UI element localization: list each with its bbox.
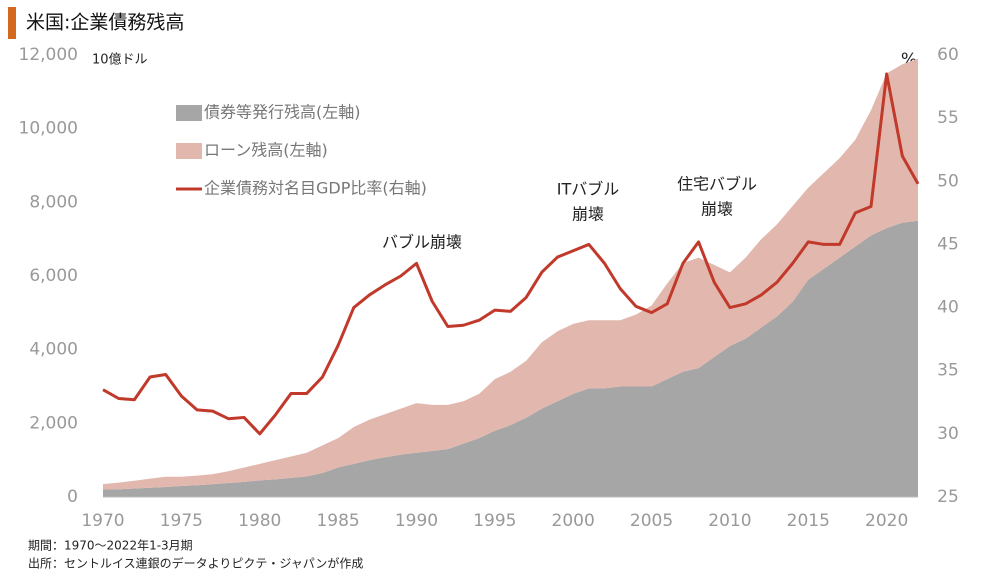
y2-tick-label: 25 [937,487,959,507]
y-tick-label: 12,000 [19,45,78,65]
y2-tick-label: 45 [937,234,959,254]
x-tick-label: 2005 [630,511,673,531]
y2-tick-label: 40 [937,298,959,318]
footnote: 期間：1970～2022年1-3月期 [28,539,193,553]
area [103,220,918,497]
y2-tick-label: 60 [937,45,959,65]
chart-title: 米国:企業債務残高 [26,12,184,34]
annotation: 住宅バブル [677,175,757,194]
y-tick-label: 4,000 [29,340,78,360]
y-tick-label: 0 [67,487,78,507]
y-tick-label: 6,000 [29,266,78,286]
x-tick-label: 1970 [81,511,124,531]
area [103,58,918,490]
x-tick-label: 1980 [238,511,281,531]
annotation: 崩壊 [701,200,733,219]
annotation: ITバブル [557,180,620,199]
legend-label: ローン残高(左軸) [204,141,328,160]
y2-tick-label: 35 [937,361,959,381]
line [102,72,920,436]
annotation: バブル崩壊 [382,233,462,252]
x-tick-label: 1995 [473,511,516,531]
y2-tick-label: 55 [937,108,959,128]
y-axis-label: 10億ドル [92,52,148,68]
y-tick-label: 2,000 [29,413,78,433]
legend-swatch [176,143,202,159]
footnote: 出所：セントルイス連銀のデータよりピクテ・ジャパンが作成 [28,556,363,571]
legend-swatch [176,105,202,121]
legend-label: 債券等発行残高(左軸) [204,103,361,122]
y-tick-label: 8,000 [29,192,78,212]
x-tick-label: 2010 [708,511,751,531]
annotation: 崩壊 [572,205,604,224]
legend-label: 企業債務対名目GDP比率(右軸) [204,179,427,198]
x-tick-label: 1975 [160,511,203,531]
x-tick-label: 1985 [316,511,359,531]
title-marker [8,7,16,39]
y2-tick-label: 30 [937,424,959,444]
x-tick-label: 2020 [865,511,908,531]
x-tick-label: 2000 [552,511,595,531]
areas [103,58,918,497]
y2-tick-label: 50 [937,171,959,191]
x-tick-label: 2015 [787,511,830,531]
y-tick-label: 10,000 [19,119,78,139]
x-tick-label: 1990 [395,511,438,531]
